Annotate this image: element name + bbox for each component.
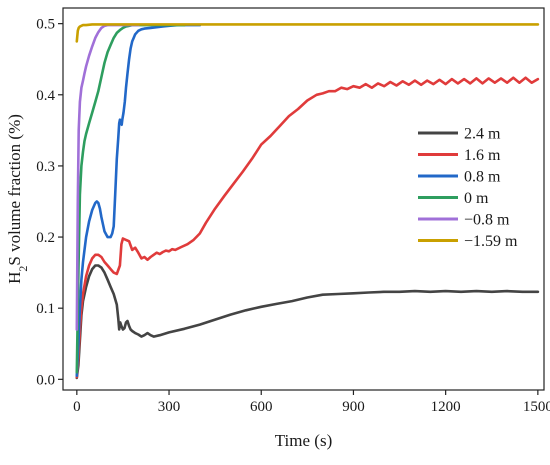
y-axis-title-sub: 2 (16, 266, 30, 272)
legend-label-1-6-m: 1.6 m (464, 147, 501, 164)
x-tick-label: 1500 (523, 399, 550, 415)
y-axis-title-pre: H (5, 272, 24, 284)
y-tick-label: 0.3 (36, 159, 55, 175)
y-axis-title-post: S volume fraction (%) (5, 114, 24, 266)
y-tick-label: 0.5 (36, 17, 55, 33)
y-axis-title: H2S volume fraction (%) (5, 114, 30, 284)
series-line-0-8-m (75, 23, 202, 378)
y-tick-label: 0.2 (36, 230, 55, 246)
series-line-1-6-m (75, 76, 540, 379)
x-tick-label: 300 (158, 399, 181, 415)
legend-label-2-4-m: 2.4 m (464, 126, 501, 143)
series-line-2-4-m (75, 264, 540, 380)
legend-label-0-8-m: 0.8 m (464, 169, 501, 186)
legend-label-minus-1-59-m: −1.59 m (464, 233, 518, 250)
x-axis-title: Time (s) (275, 431, 332, 450)
x-tick-label: 900 (342, 399, 365, 415)
y-tick-label: 0.1 (36, 301, 55, 317)
series-line-minus-1-59-m (75, 23, 540, 43)
y-tick-label: 0.4 (36, 88, 55, 104)
x-ticks: 0 300 600 900 1200 1500 (73, 390, 550, 415)
x-tick-label: 1200 (431, 399, 461, 415)
series-layer (75, 23, 540, 380)
plot-frame (62, 7, 545, 391)
x-tick-label: 600 (250, 399, 273, 415)
y-ticks: 0.0 0.1 0.2 0.3 0.4 0.5 (36, 17, 63, 388)
x-tick-label: 0 (73, 399, 81, 415)
legend-label-0-m: 0 m (464, 190, 489, 207)
y-tick-label: 0.0 (36, 372, 55, 388)
legend-label-minus-0-8-m: −0.8 m (464, 212, 510, 229)
legend: 2.4 m 1.6 m 0.8 m 0 m −0.8 m −1.59 m (418, 126, 518, 250)
series-line-0-m (75, 23, 186, 374)
